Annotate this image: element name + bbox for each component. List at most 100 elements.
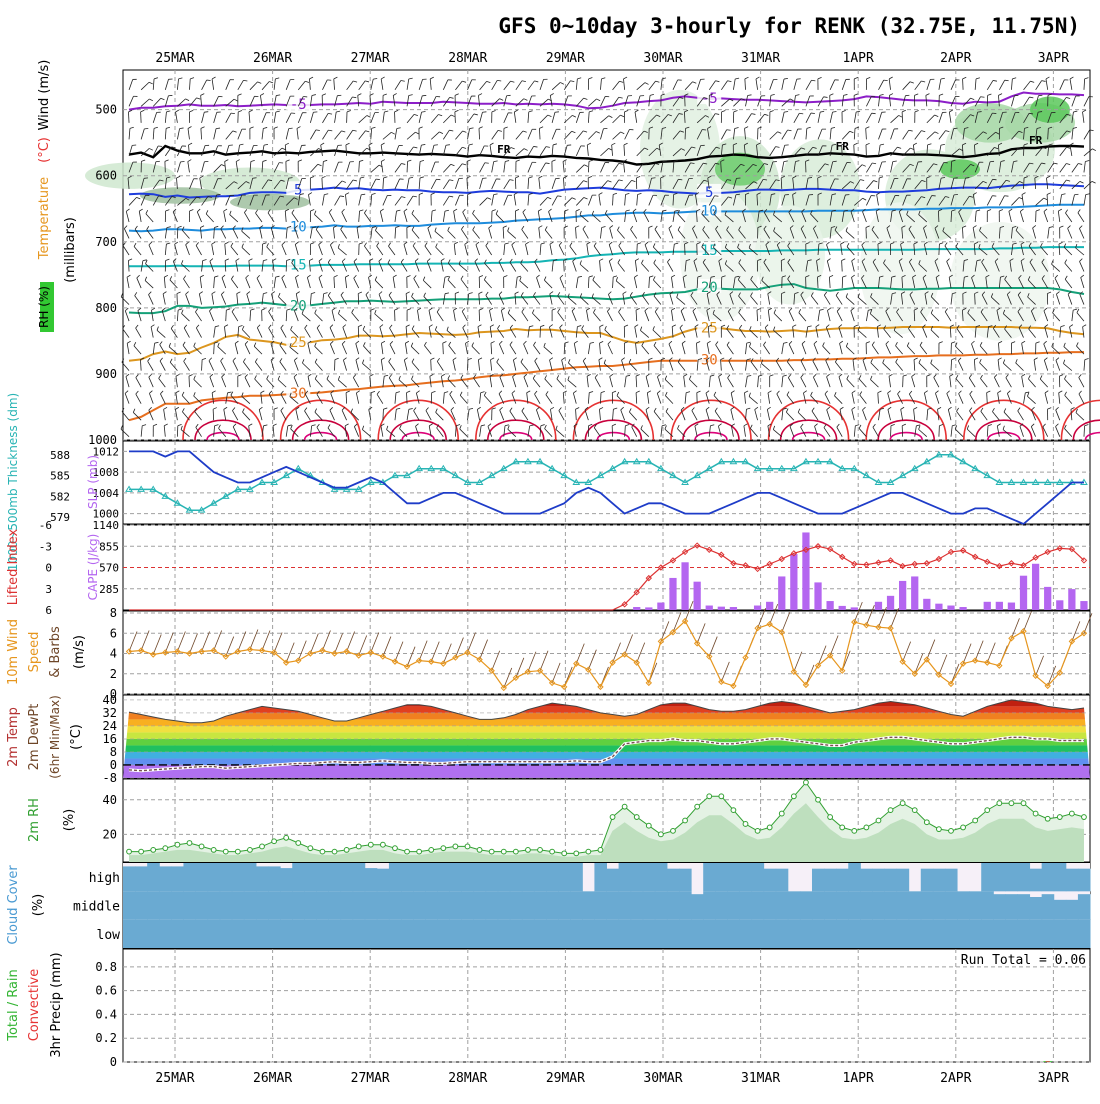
wind-barb [218, 347, 226, 355]
wind-barb-feather [212, 292, 215, 294]
wind-barb [146, 214, 153, 222]
wind-barb [528, 178, 529, 189]
wind-barb [501, 310, 503, 321]
wind-barb [375, 280, 383, 288]
wind-barb-feather [538, 209, 541, 211]
wind-barb-feather [447, 327, 448, 331]
wind-barb [576, 197, 584, 205]
wind-barb-feather [445, 293, 449, 294]
wind-barb-feather [530, 425, 534, 426]
wind-barb-feather [256, 210, 258, 213]
wind-barb-feather [468, 358, 472, 359]
rh-marker [804, 780, 809, 785]
precip-legend-total: Total / Rain [6, 969, 21, 1042]
wind-barb-feather [1070, 325, 1073, 327]
wind-barb [653, 247, 661, 255]
cloud-high-bar [619, 863, 632, 891]
wind10m-vertical-grid [175, 611, 1053, 694]
wind-barb-feather [328, 424, 330, 427]
wind-barb [510, 262, 516, 271]
wind-barb-feather [788, 375, 790, 378]
cloud-high-bar [655, 863, 668, 891]
wind-barb-feather [210, 259, 213, 262]
wind-barb [417, 310, 419, 321]
wind-barb-feather [820, 111, 824, 112]
wind-barb-feather [387, 426, 388, 430]
wind-barb [794, 129, 798, 139]
wind-barb-feather [522, 408, 524, 411]
wind-barb [692, 411, 697, 421]
wind-barb-feather [408, 160, 412, 161]
wind-barb [453, 360, 455, 371]
wind-barb [544, 347, 552, 354]
cloud-high-bar [171, 866, 184, 891]
wind-barb [576, 146, 581, 156]
wind-barb [787, 362, 794, 371]
wind-barb [852, 393, 854, 404]
wind-barb-feather [843, 276, 847, 277]
rh-marker [199, 844, 204, 849]
wind-barb [327, 379, 335, 387]
wind-barb [568, 380, 576, 387]
wind-barb-feather [924, 391, 927, 393]
wind-barb [1064, 247, 1072, 255]
wind-barb [852, 409, 855, 420]
wind-barb-feather [921, 81, 925, 82]
wind-barb [545, 379, 552, 387]
wind-barb [504, 180, 510, 189]
wind-barb [563, 161, 564, 172]
wind-barb-feather [346, 391, 350, 393]
cloud-high-bar [280, 868, 293, 891]
wind-barb-feather [319, 275, 322, 278]
wind-barb [310, 228, 312, 239]
wind-barb [319, 261, 322, 271]
wind-barb-feather [166, 210, 170, 211]
rh2m-axis-label: 2m RH [27, 798, 42, 842]
surface-wind-barb [866, 605, 874, 625]
wind-barb [924, 393, 926, 404]
date-label-top: 31MAR [741, 51, 780, 66]
wind-barb-feather [190, 78, 194, 79]
cloud-low-bar [196, 920, 209, 948]
wind-barb-feather [154, 127, 158, 128]
wind-barb [431, 179, 436, 189]
wind-barb-feather [909, 130, 913, 131]
wind-barb [1006, 378, 1012, 387]
date-label-top: 3APR [1038, 51, 1069, 66]
wind-barb [476, 245, 480, 255]
wind-barb-feather [336, 111, 340, 112]
rh-marker [296, 841, 301, 846]
wind-barb-feather [429, 308, 432, 310]
wind-barb-feather [978, 112, 982, 113]
rh-marker [127, 849, 132, 854]
wind10m-axis-label: 10m Wind [6, 619, 21, 685]
wind-barb [503, 227, 504, 238]
wind-barb-feather [744, 424, 747, 426]
wind-barb [455, 131, 462, 139]
wind-barb-feather [674, 243, 678, 244]
wind-barb [429, 310, 431, 321]
cloud-high-bar [812, 869, 825, 892]
cloud-low-bar [498, 920, 511, 948]
wind-barb [782, 112, 784, 123]
wind-barb-feather [189, 375, 193, 377]
wind-barb [600, 343, 601, 354]
wind-barb [500, 410, 504, 420]
cloud-middle-bar [268, 891, 281, 919]
rh-axis-label: RH (%) [37, 286, 51, 328]
wind-barb [504, 195, 508, 205]
wind-barb-feather [405, 341, 408, 343]
wind-barb-feather [638, 193, 642, 194]
wind-barb-feather [998, 358, 1002, 360]
wind-barb [328, 262, 334, 271]
wind-barb [281, 411, 286, 421]
wind-barb-feather [580, 293, 581, 297]
wind-barb-feather [847, 243, 849, 247]
cloud-middle-bar [1078, 894, 1091, 920]
wind-barb [835, 362, 842, 371]
wind-barb [224, 409, 226, 420]
wind-barb-feather [833, 161, 837, 162]
wind-barb [504, 113, 508, 123]
wind-barb-feather [310, 210, 314, 211]
wind-barb-feather [179, 78, 183, 79]
